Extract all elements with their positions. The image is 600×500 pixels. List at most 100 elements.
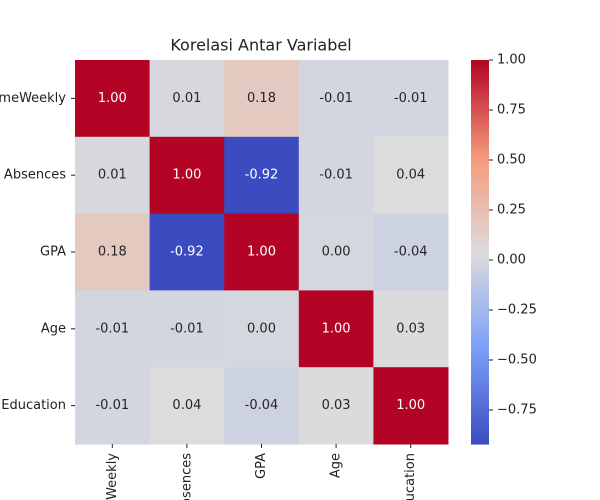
colorbar-segment	[471, 232, 489, 237]
heatmap-cell	[149, 60, 225, 138]
colorbar-segment	[471, 84, 489, 89]
heatmap-cell	[224, 136, 300, 215]
y-tick-label: Education	[1, 398, 66, 413]
y-tick-label: GPA	[40, 245, 66, 260]
heatmap-cell	[373, 290, 449, 368]
colorbar-tick-label: −0.50	[497, 353, 537, 368]
colorbar-segment	[471, 412, 489, 417]
cell-label: 0.00	[322, 245, 351, 260]
colorbar-segment	[471, 408, 489, 413]
colorbar-segment	[471, 428, 489, 433]
colorbar-tick-label: 0.75	[497, 103, 526, 118]
colorbar-tick-label: 0.25	[497, 203, 526, 218]
cell-label: 0.04	[396, 168, 425, 183]
colorbar-segment	[471, 292, 489, 297]
colorbar-segment	[471, 140, 489, 145]
cell-label: 1.00	[98, 91, 127, 106]
cell-label: -0.04	[394, 245, 428, 260]
colorbar-segment	[471, 272, 489, 277]
colorbar-segment	[471, 256, 489, 261]
heatmap-cell	[75, 367, 151, 445]
colorbar-segment	[471, 392, 489, 397]
colorbar-segment	[471, 64, 489, 69]
colorbar-segment	[471, 160, 489, 165]
heatmap-cell	[298, 213, 374, 291]
cell-label: -0.01	[95, 398, 129, 413]
colorbar-segment	[471, 260, 489, 265]
colorbar-tick-label: −0.25	[497, 303, 537, 318]
colorbar-segment	[471, 196, 489, 201]
heatmap-cell	[298, 367, 374, 445]
heatmap-cell	[75, 136, 151, 215]
colorbar-segment	[471, 180, 489, 185]
heatmap-cell	[373, 367, 449, 445]
colorbar-segment	[471, 336, 489, 341]
colorbar-segment	[471, 284, 489, 289]
colorbar-segment	[471, 376, 489, 381]
y-tick-label: meWeekly	[0, 91, 66, 106]
heatmap-cell	[224, 290, 300, 368]
heatmap-cell	[373, 60, 449, 138]
colorbar-segment	[471, 332, 489, 337]
colorbar-segment	[471, 136, 489, 141]
colorbar-segment	[471, 352, 489, 357]
colorbar-segment	[471, 360, 489, 365]
colorbar-segment	[471, 212, 489, 217]
colorbar-tick-label: −0.75	[497, 403, 537, 418]
colorbar-segment	[471, 108, 489, 113]
colorbar-segment	[471, 124, 489, 129]
y-tick-label: Age	[41, 321, 66, 336]
colorbar-segment	[471, 280, 489, 285]
colorbar-segment	[471, 244, 489, 249]
colorbar-segment	[471, 120, 489, 125]
colorbar-segment	[471, 80, 489, 85]
colorbar-segment	[471, 248, 489, 253]
colorbar-segment	[471, 312, 489, 317]
colorbar-segment	[471, 404, 489, 409]
colorbar-segment	[471, 308, 489, 313]
heatmap-cell	[298, 60, 374, 138]
colorbar-segment	[471, 168, 489, 173]
colorbar-segment	[471, 300, 489, 305]
cell-label: 1.00	[322, 321, 351, 336]
colorbar-segment	[471, 364, 489, 369]
cell-label: 0.18	[98, 245, 127, 260]
heatmap-cell	[373, 136, 449, 215]
colorbar-segment	[471, 440, 489, 445]
colorbar-segment	[471, 252, 489, 257]
cell-label: 0.18	[247, 91, 276, 106]
colorbar-segment	[471, 216, 489, 221]
colorbar-segment	[471, 416, 489, 421]
colorbar-segment	[471, 200, 489, 205]
colorbar-segment	[471, 128, 489, 133]
colorbar-segment	[471, 288, 489, 293]
heatmap-cell	[149, 213, 225, 291]
cell-label: -0.01	[394, 91, 428, 106]
colorbar-segment	[471, 276, 489, 281]
colorbar-segment	[471, 396, 489, 401]
colorbar-segment	[471, 356, 489, 361]
colorbar-segment	[471, 164, 489, 169]
colorbar-segment	[471, 204, 489, 209]
cell-label: 0.00	[247, 321, 276, 336]
heatmap-cell	[298, 136, 374, 215]
colorbar-segment	[471, 100, 489, 105]
x-tick-label: bsences	[179, 453, 194, 500]
chart-title: Korelasi Antar Variabel	[170, 36, 351, 55]
colorbar-segment	[471, 384, 489, 389]
colorbar-segment	[471, 132, 489, 137]
heatmap-cell	[149, 367, 225, 445]
colorbar-segment	[471, 240, 489, 245]
cell-label: 1.00	[172, 168, 201, 183]
colorbar-segment	[471, 72, 489, 77]
colorbar-segment	[471, 92, 489, 97]
x-tick-label: GPA	[254, 453, 269, 479]
colorbar-segment	[471, 148, 489, 153]
colorbar-segment	[471, 296, 489, 301]
colorbar-segment	[471, 184, 489, 189]
colorbar-segment	[471, 152, 489, 157]
colorbar-segment	[471, 304, 489, 309]
colorbar-segment	[471, 264, 489, 269]
cell-label: -0.01	[319, 168, 353, 183]
